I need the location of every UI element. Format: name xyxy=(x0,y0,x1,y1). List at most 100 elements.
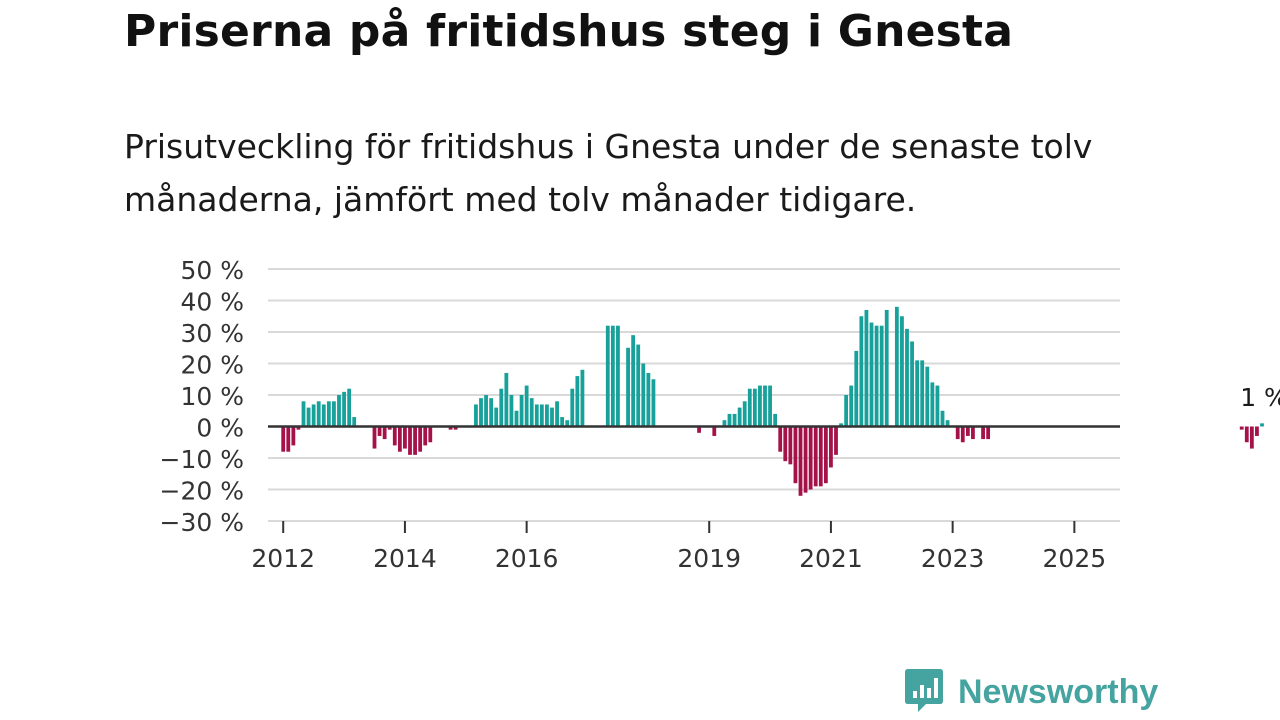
bar xyxy=(484,395,488,427)
bar xyxy=(372,426,377,449)
bar xyxy=(428,426,433,443)
y-tick-label: −10 % xyxy=(160,445,244,474)
bar xyxy=(971,426,975,440)
bar xyxy=(742,401,747,427)
bar xyxy=(509,395,514,427)
bar xyxy=(489,398,494,427)
x-tick-label: 2012 xyxy=(251,544,315,573)
bar xyxy=(763,385,767,427)
bar xyxy=(813,426,818,487)
x-tick-label: 2021 xyxy=(799,544,863,573)
y-tick-label: 20 % xyxy=(180,351,244,380)
bar xyxy=(570,388,575,427)
bar xyxy=(955,426,960,440)
bar xyxy=(342,391,346,427)
bar xyxy=(641,363,646,427)
bar xyxy=(981,426,985,440)
bar xyxy=(732,413,737,427)
bar xyxy=(793,426,798,484)
bar xyxy=(834,426,838,455)
y-tick-label: 0 % xyxy=(196,414,244,443)
x-tick-label: 2023 xyxy=(921,544,985,573)
bar xyxy=(494,407,499,427)
chart-title: Priserna på fritidshus steg i Gnesta xyxy=(124,6,1014,57)
bar xyxy=(869,322,874,427)
bar xyxy=(854,350,859,427)
bar xyxy=(474,404,478,427)
bar xyxy=(874,325,879,427)
bar xyxy=(900,316,904,427)
y-tick-label: −30 % xyxy=(160,508,244,537)
bar xyxy=(773,413,778,427)
bar xyxy=(879,325,884,427)
bar xyxy=(727,413,732,427)
bar xyxy=(965,426,970,436)
bar xyxy=(859,316,864,427)
bar xyxy=(894,306,899,427)
bar xyxy=(291,426,296,446)
x-tick-label: 2014 xyxy=(373,544,437,573)
bar xyxy=(352,417,357,427)
bar xyxy=(311,404,316,427)
bar xyxy=(864,309,869,427)
bar xyxy=(403,426,407,449)
bar xyxy=(479,398,483,427)
bar xyxy=(768,385,772,427)
bar xyxy=(423,426,428,446)
bar xyxy=(326,401,331,427)
bar xyxy=(519,395,524,427)
bar xyxy=(382,426,387,440)
bar xyxy=(539,404,544,427)
bar xyxy=(514,410,519,427)
bar xyxy=(1244,426,1249,443)
bar xyxy=(545,404,549,427)
bar xyxy=(555,401,559,427)
bar xyxy=(377,426,382,436)
y-tick-label: −20 % xyxy=(160,477,244,506)
bar xyxy=(636,344,641,427)
bar xyxy=(712,426,717,436)
y-tick-label: 40 % xyxy=(180,288,244,317)
bar xyxy=(504,372,509,427)
bar xyxy=(281,426,286,452)
bar xyxy=(722,420,727,427)
bar xyxy=(392,426,397,446)
bar xyxy=(306,407,311,427)
bar xyxy=(296,426,301,430)
bar xyxy=(321,404,326,427)
brand-name: Newsworthy xyxy=(958,672,1159,711)
bar xyxy=(453,426,458,430)
bar xyxy=(910,341,914,427)
bar xyxy=(940,410,945,427)
bar xyxy=(408,426,412,455)
bar xyxy=(418,426,423,452)
bar xyxy=(499,388,504,427)
bar xyxy=(610,325,615,427)
bar xyxy=(905,328,909,427)
brand-logo: Newsworthy xyxy=(904,668,1158,716)
bar xyxy=(758,385,762,427)
bar xyxy=(747,388,752,427)
bar xyxy=(651,379,656,427)
bar xyxy=(347,388,352,427)
bar xyxy=(616,325,620,427)
bar xyxy=(697,426,701,433)
bar xyxy=(524,385,529,427)
bar xyxy=(808,426,813,490)
bar xyxy=(884,309,889,427)
bar xyxy=(550,407,554,427)
bar xyxy=(844,395,849,427)
x-tick-label: 2025 xyxy=(1043,544,1107,573)
bar xyxy=(301,401,306,427)
bar xyxy=(387,426,392,430)
bar xyxy=(337,395,341,427)
bar xyxy=(945,420,950,427)
bar xyxy=(935,385,940,427)
bar xyxy=(529,398,534,427)
bar xyxy=(575,376,580,427)
bar xyxy=(286,426,291,452)
bar xyxy=(823,426,828,484)
bar xyxy=(1260,423,1264,427)
bar xyxy=(605,325,610,427)
